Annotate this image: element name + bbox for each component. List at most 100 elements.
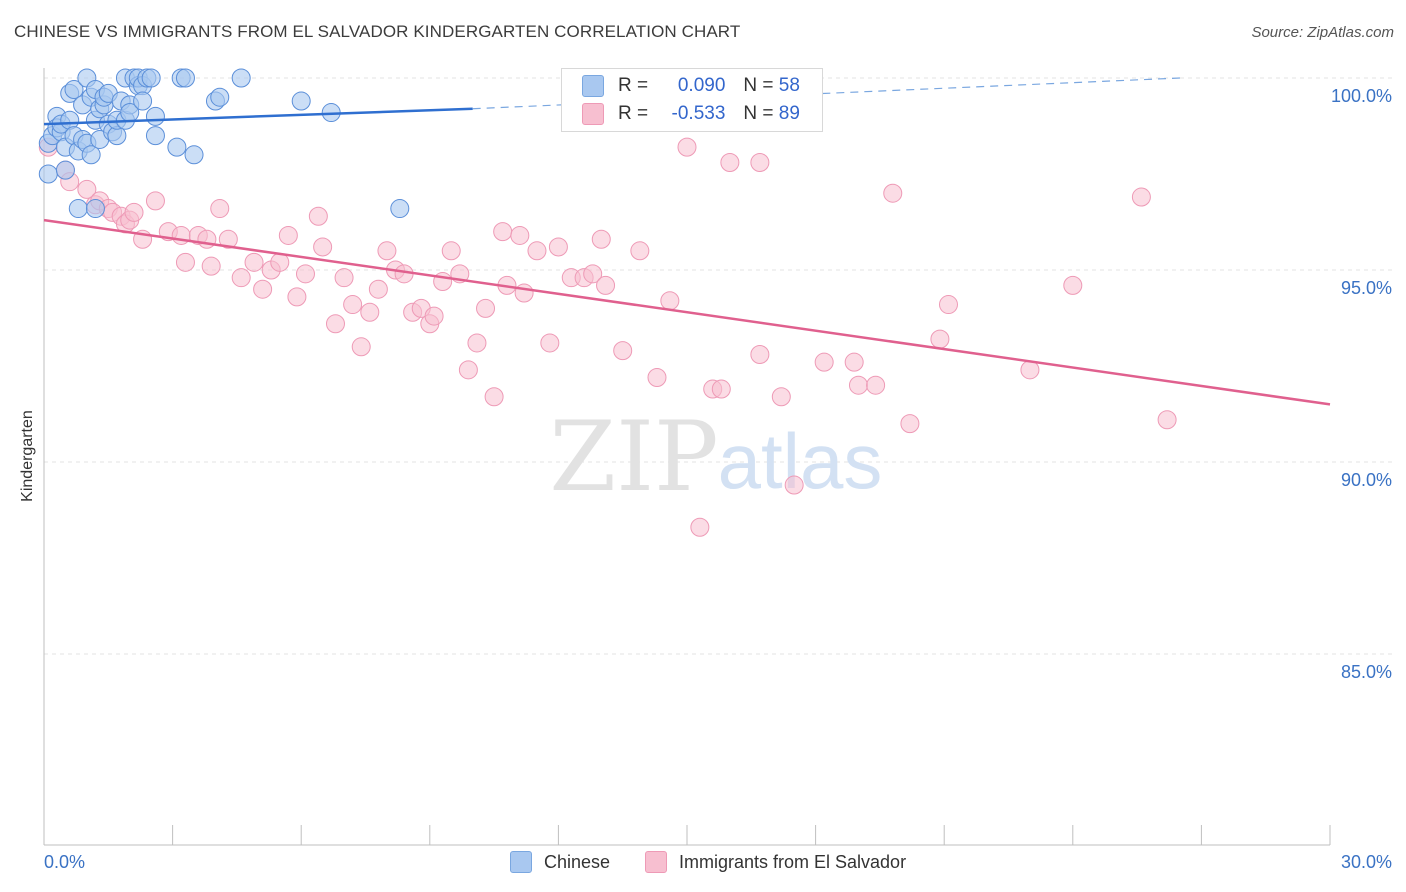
- point-el-salvador-49: [467, 333, 487, 353]
- point-chinese-21: [85, 199, 105, 219]
- r-label: R =: [618, 75, 649, 96]
- axes: [43, 68, 1331, 846]
- point-chinese-50: [184, 145, 204, 165]
- x-tick-label-min: 0.0%: [44, 852, 86, 872]
- source-label: Source: ZipAtlas.com: [1251, 24, 1394, 41]
- legend-item-chinese[interactable]: Chinese: [510, 851, 610, 873]
- point-el-salvador-57: [540, 333, 560, 353]
- point-el-salvador-73: [750, 344, 770, 364]
- point-el-salvador-11: [124, 202, 144, 222]
- point-el-salvador-33: [334, 268, 354, 288]
- point-el-salvador-22: [231, 268, 251, 288]
- gridlines: [44, 77, 1396, 655]
- legend-swatch-el-salvador: [645, 851, 667, 873]
- series-chinese-points: [38, 68, 410, 219]
- legend-label-chinese: Chinese: [544, 851, 611, 872]
- point-el-salvador-3: [77, 179, 97, 199]
- point-chinese-1: [38, 164, 58, 184]
- point-chinese-44: [141, 68, 161, 88]
- point-el-salvador-69: [690, 517, 710, 537]
- point-el-salvador-67: [660, 291, 680, 311]
- point-el-salvador-85: [1063, 275, 1083, 295]
- point-el-salvador-51: [484, 387, 504, 407]
- point-el-salvador-88: [750, 152, 770, 172]
- legend-label-el-salvador: Immigrants from El Salvador: [679, 851, 907, 872]
- point-el-salvador-21: [218, 229, 238, 249]
- point-chinese-19: [81, 145, 101, 165]
- point-el-salvador-54: [510, 225, 530, 245]
- point-el-salvador-87: [1157, 410, 1177, 430]
- y-tick-label-1: 95.0%: [1340, 278, 1392, 298]
- point-el-salvador-35: [351, 337, 371, 357]
- legend-item-el-salvador[interactable]: Immigrants from El Salvador: [645, 851, 906, 873]
- point-el-salvador-77: [844, 352, 864, 372]
- point-el-salvador-66: [647, 368, 667, 388]
- point-el-salvador-50: [476, 298, 496, 318]
- watermark: ZIP atlas: [549, 401, 882, 513]
- point-el-salvador-32: [325, 314, 345, 334]
- point-el-salvador-78: [848, 375, 868, 395]
- point-el-salvador-83: [938, 295, 958, 315]
- chart-title: CHINESE VS IMMIGRANTS FROM EL SALVADOR K…: [14, 22, 741, 41]
- point-el-salvador-64: [613, 341, 633, 361]
- trend-line-el-salvador: [43, 218, 1331, 406]
- point-el-salvador-20: [210, 199, 230, 219]
- point-chinese-45: [145, 126, 165, 146]
- point-el-salvador-19: [201, 256, 221, 276]
- point-el-salvador-31: [313, 237, 333, 257]
- point-el-salvador-86: [1131, 187, 1151, 207]
- point-el-salvador-30: [308, 206, 328, 226]
- point-chinese-46: [145, 106, 165, 126]
- y-tick-label-0: 100.0%: [1330, 86, 1392, 106]
- point-el-salvador-80: [883, 183, 903, 203]
- point-chinese-49: [175, 68, 195, 88]
- point-el-salvador-79: [866, 375, 886, 395]
- point-el-salvador-46: [441, 241, 461, 261]
- legend-swatch-el-salvador: [582, 103, 604, 125]
- r-value: 0.090: [677, 75, 726, 96]
- point-chinese-52: [210, 87, 230, 107]
- point-chinese-7: [55, 160, 75, 180]
- point-el-salvador-24: [253, 279, 273, 299]
- stats-legend-row-chinese: R = 0.090 N = 58: [582, 73, 800, 99]
- point-chinese-12: [64, 80, 84, 100]
- point-el-salvador-29: [295, 264, 315, 284]
- point-el-salvador-68: [677, 137, 697, 157]
- y-tick-label-2: 90.0%: [1340, 470, 1392, 490]
- point-el-salvador-56: [527, 241, 547, 261]
- point-el-salvador-16: [175, 252, 195, 272]
- n-label: N =: [743, 75, 774, 96]
- point-el-salvador-13: [145, 191, 165, 211]
- point-el-salvador-82: [930, 329, 950, 349]
- point-el-salvador-34: [343, 295, 363, 315]
- point-chinese-56: [390, 199, 410, 219]
- n-value: 89: [778, 103, 800, 124]
- point-el-salvador-61: [583, 264, 603, 284]
- point-el-salvador-44: [424, 306, 444, 326]
- n-label: N =: [743, 103, 774, 124]
- point-el-salvador-48: [458, 360, 478, 380]
- legend-swatch-chinese: [510, 851, 532, 873]
- point-el-salvador-23: [244, 252, 264, 272]
- point-el-salvador-62: [591, 229, 611, 249]
- point-chinese-42: [133, 91, 153, 111]
- r-label: R =: [618, 103, 649, 124]
- x-tick-label-max: 30.0%: [1340, 852, 1392, 872]
- y-tick-label-3: 85.0%: [1340, 662, 1392, 682]
- point-chinese-47: [167, 137, 187, 157]
- point-el-salvador-52: [493, 222, 513, 242]
- point-el-salvador-37: [368, 279, 388, 299]
- point-el-salvador-27: [278, 225, 298, 245]
- point-el-salvador-28: [287, 287, 307, 307]
- point-el-salvador-81: [900, 414, 920, 434]
- point-el-salvador-58: [548, 237, 568, 257]
- point-el-salvador-36: [360, 302, 380, 322]
- point-el-salvador-75: [784, 475, 804, 495]
- series-legend: Chinese Immigrants from El Salvador: [0, 851, 1406, 877]
- point-el-salvador-76: [814, 352, 834, 372]
- trend-line-chinese: [43, 107, 473, 126]
- point-el-salvador-38: [377, 241, 397, 261]
- r-value: -0.533: [671, 103, 726, 124]
- point-el-salvador-63: [596, 275, 616, 295]
